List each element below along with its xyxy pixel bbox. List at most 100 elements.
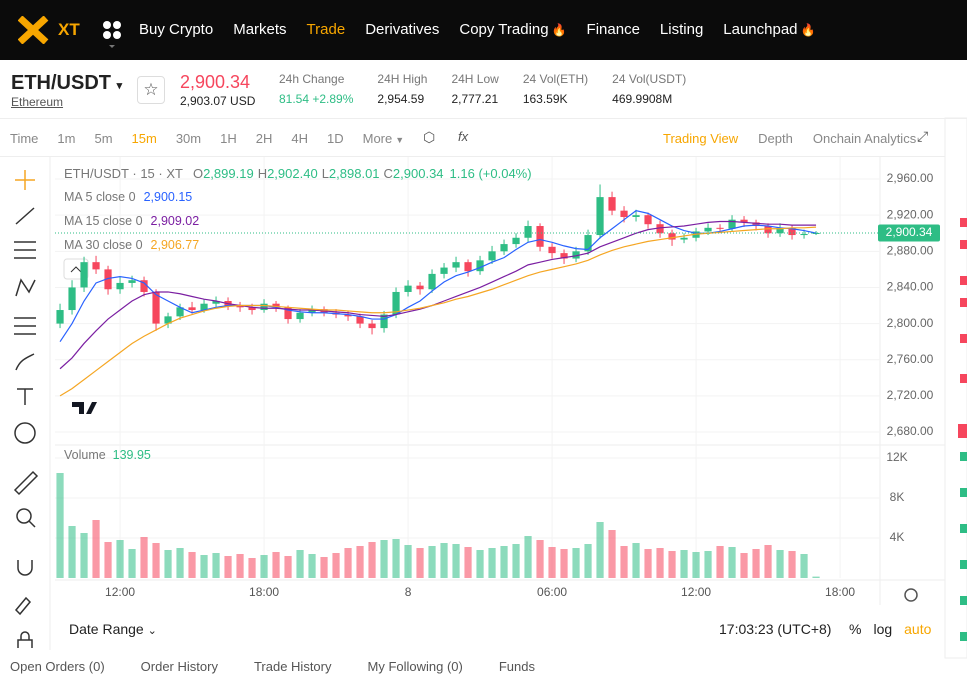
stat-value: 2,777.21 [451, 92, 499, 106]
volume-bar [500, 546, 508, 578]
stat: 24h Change 81.54 +2.89% [279, 72, 353, 106]
settings-icon[interactable] [904, 588, 918, 602]
interval[interactable]: 1D [327, 131, 344, 146]
stat: 24 Vol(ETH) 163.59K [523, 72, 588, 106]
stat-label: 24H Low [451, 72, 499, 86]
ma-row: MA 30 close 0 2,906.77 [64, 238, 199, 252]
candle-body [644, 215, 652, 225]
last-price-label: 2,900.34 [886, 225, 933, 239]
favorite-button[interactable]: ☆ [137, 76, 165, 104]
volume-bar [92, 520, 100, 578]
candle-body [236, 305, 244, 308]
apps-icon[interactable] [102, 20, 122, 50]
nav-item[interactable]: Buy Crypto [139, 21, 213, 38]
volume-bar [464, 547, 472, 578]
view-tab[interactable]: Trading View [663, 131, 739, 146]
interval[interactable]: 5m [94, 131, 112, 146]
candle-body [404, 285, 412, 292]
view-tab[interactable]: Onchain Analytics [812, 131, 917, 146]
scale-options: % log auto [849, 621, 931, 637]
bottom-bar: Date Range ⌄ 17:03:23 (UTC+8) % log auto [55, 607, 945, 649]
candle-body [308, 309, 316, 313]
nav-item[interactable]: Copy Trading 🔥 [459, 21, 566, 38]
indicator-icon[interactable]: ⬡ [423, 129, 436, 145]
volume-bar [440, 543, 448, 578]
candle-body [500, 244, 508, 252]
nav-item[interactable]: Listing [660, 21, 703, 38]
interval-label: 15m [131, 131, 157, 146]
volume-bar [104, 542, 112, 578]
pair[interactable]: ETH/USDT ▾ [11, 72, 123, 94]
x-tick-label: 8 [405, 585, 412, 599]
ma-line [59, 210, 817, 342]
volume-bar [260, 555, 268, 578]
scale-option[interactable]: auto [904, 621, 932, 637]
candle-body [764, 226, 772, 234]
nav-item[interactable]: Finance [587, 21, 640, 38]
candle-body [164, 316, 172, 324]
stat: 24 Vol(USDT) 469.9908M [612, 72, 686, 106]
interval[interactable]: 4H [291, 131, 308, 146]
nav-item[interactable]: Launchpad 🔥 [723, 21, 815, 38]
volume-bar [704, 551, 712, 578]
scale-option[interactable]: log [873, 621, 893, 637]
volume-bar [476, 550, 484, 578]
logo-text: XT [58, 20, 80, 39]
view-tab[interactable]: Depth [758, 131, 793, 146]
candle-body [116, 282, 124, 290]
ma-name: MA 30 close 0 [64, 238, 143, 252]
top-nav: XT Buy Crypto Markets Trade Derivatives Copy… [0, 0, 967, 60]
ma-name: MA 5 close 0 [64, 190, 136, 204]
stat-label: 24h Change [279, 72, 345, 86]
candle-body [248, 307, 256, 311]
candle-body [104, 269, 112, 290]
interval[interactable]: 15m [132, 131, 157, 146]
volume-bar [224, 556, 232, 578]
candle-body [176, 307, 184, 317]
drawing-tools [13, 170, 39, 648]
volume-bar [332, 553, 340, 578]
stat: 24H High 2,954.59 [377, 72, 427, 106]
stat-value: 469.9908M [612, 92, 673, 106]
volume-bar [188, 552, 196, 578]
interval[interactable]: 30m [176, 131, 201, 146]
candle-body [632, 215, 640, 217]
nav-item[interactable]: Trade [307, 21, 346, 38]
candle-body [752, 222, 760, 227]
stat-value: 163.59K [522, 92, 568, 106]
volume-bar [416, 548, 424, 578]
nav-item[interactable]: Markets [233, 21, 286, 38]
nav-item-label: Derivatives [365, 21, 440, 38]
candle-body [560, 253, 568, 259]
interval[interactable]: Time [10, 131, 38, 146]
candle-body [272, 303, 280, 308]
scale-option[interactable]: % [849, 621, 862, 637]
interval[interactable]: 1m [57, 131, 75, 146]
volume-bar [296, 550, 304, 578]
nav-item-label: Buy Crypto [139, 21, 214, 38]
x-tick-label: 12:00 [105, 585, 135, 599]
interval[interactable]: 2H [256, 131, 273, 146]
candle-body [728, 219, 736, 229]
nav-item-label: Trade [306, 21, 346, 38]
x-tick-label: 12:00 [681, 585, 711, 599]
date-range[interactable]: Date Range ⌄ [69, 621, 157, 637]
candle-body [80, 262, 88, 288]
candle-body [668, 233, 676, 240]
volume-bar [452, 544, 460, 578]
candle-body [356, 316, 364, 324]
formula-icon[interactable]: fx [458, 129, 469, 144]
volume-bar [380, 540, 388, 578]
nav-item[interactable]: Derivatives [365, 21, 439, 38]
volume-name: Volume [64, 448, 106, 462]
volume-bar [788, 551, 796, 578]
expand-icon[interactable]: ⤢ [917, 128, 929, 144]
asset-name[interactable]: Ethereum [11, 95, 64, 109]
interval[interactable]: More ▼ [363, 131, 405, 146]
stat-value: 2,954.59 [377, 92, 425, 106]
volume-bar [200, 555, 208, 578]
hot-icon: 🔥 [800, 23, 816, 37]
interval[interactable]: 1H [220, 131, 237, 146]
volume-bar [752, 549, 760, 578]
